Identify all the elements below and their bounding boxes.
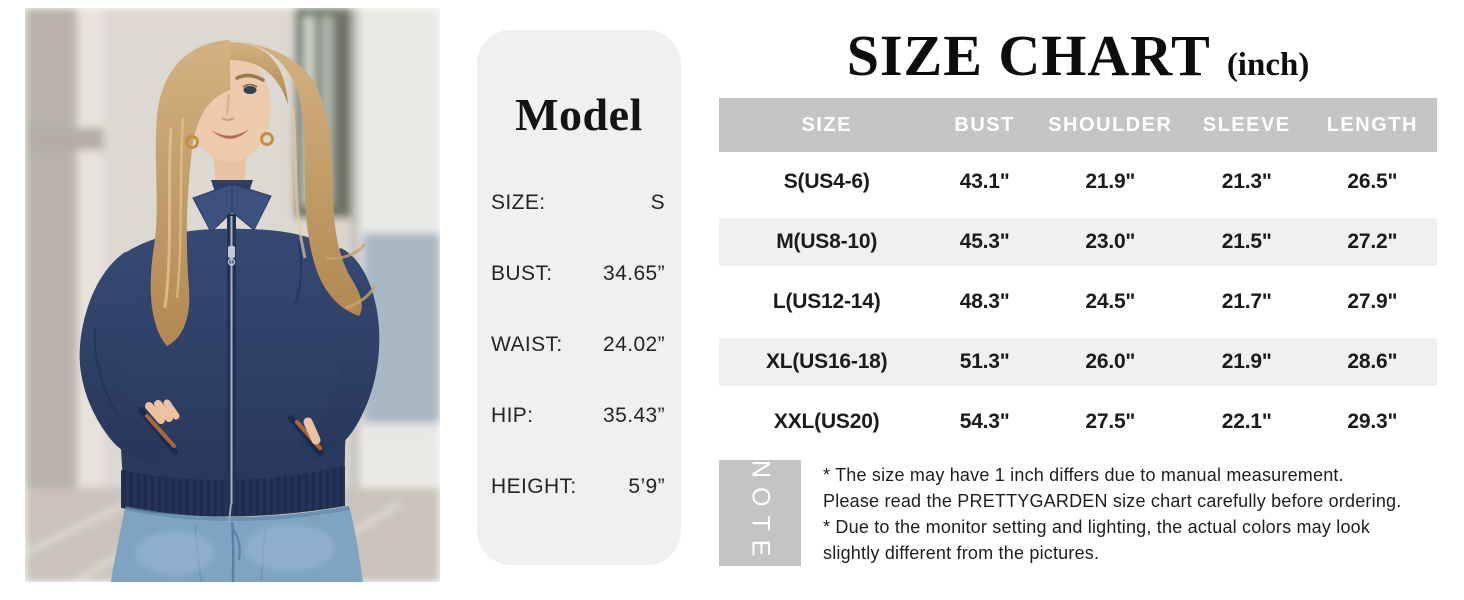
model-size-label: SIZE:	[491, 191, 546, 214]
model-waist-row: WAIST: 24.02”	[491, 333, 665, 357]
cell-shoulder: 23.0"	[1085, 230, 1136, 253]
size-chart-section: SIZE CHART (inch) SIZE BUST SHOULDER SLE…	[719, 0, 1437, 600]
left-earring	[185, 135, 199, 149]
pockets-and-hands	[138, 399, 324, 457]
cell-size: XXL(US20)	[773, 410, 880, 433]
model-height-row: HEIGHT: 5’9”	[491, 475, 665, 499]
model-panel-rows: SIZE: S BUST: 34.65” WAIST: 24.02” HIP: …	[477, 191, 681, 499]
model-height-label: HEIGHT:	[491, 475, 577, 498]
table-row-xl: XL(US16-18) 51.3" 26.0" 21.9" 28.6"	[719, 332, 1437, 392]
cell-bust: 43.1"	[959, 170, 1010, 193]
cell-length: 26.5"	[1347, 170, 1398, 193]
cell-sleeve: 22.1"	[1221, 410, 1272, 433]
zipper	[227, 214, 236, 523]
size-chart-table: SIZE BUST SHOULDER SLEEVE LENGTH S(US4-6…	[719, 98, 1437, 452]
cell-length: 29.3"	[1347, 410, 1398, 433]
cell-length: 27.9"	[1347, 290, 1398, 313]
size-chart-title-text: SIZE CHART	[846, 23, 1211, 88]
hair	[150, 40, 377, 346]
model-bust-row: BUST: 34.65”	[491, 262, 665, 286]
model-waist-label: WAIST:	[491, 333, 563, 356]
model-figure	[79, 40, 380, 582]
col-header-size: SIZE	[801, 113, 852, 136]
cell-size: L(US12-14)	[772, 290, 881, 313]
col-header-shoulder: SHOULDER	[1048, 113, 1173, 136]
cell-shoulder: 24.5"	[1085, 290, 1136, 313]
model-waist-value: 24.02”	[603, 333, 665, 356]
table-row-l: L(US12-14) 48.3" 24.5" 21.7" 27.9"	[719, 272, 1437, 332]
note-badge: NOTE	[719, 460, 801, 566]
jacket-collar	[192, 180, 272, 233]
col-header-sleeve: SLEEVE	[1202, 113, 1291, 136]
cell-shoulder: 26.0"	[1085, 350, 1136, 373]
note-text: * The size may have 1 inch differs due t…	[823, 460, 1401, 566]
table-row-s: S(US4-6) 43.1" 21.9" 21.3" 26.5"	[719, 152, 1437, 212]
note-line: slightly different from the pictures.	[823, 543, 1100, 563]
left-sleeve	[79, 252, 173, 463]
note-line: * Due to the monitor setting and lightin…	[823, 517, 1371, 537]
note-section: NOTE * The size may have 1 inch differs …	[719, 460, 1437, 566]
table-row-m: M(US8-10) 45.3" 23.0" 21.5" 27.2"	[719, 212, 1437, 272]
size-chart-unit: (inch)	[1226, 47, 1310, 83]
cell-shoulder: 27.5"	[1085, 410, 1136, 433]
cell-size: M(US8-10)	[776, 230, 878, 253]
model-hip-label: HIP:	[491, 404, 534, 427]
col-header-bust: BUST	[954, 113, 1015, 136]
cell-sleeve: 21.7"	[1221, 290, 1272, 313]
size-chart-title: SIZE CHART (inch)	[719, 20, 1437, 92]
note-badge-label: NOTE	[746, 460, 775, 566]
model-measurements-panel: Model SIZE: S BUST: 34.65” WAIST: 24.02”…	[477, 30, 681, 565]
cell-shoulder: 21.9"	[1085, 170, 1136, 193]
cell-length: 28.6"	[1347, 350, 1398, 373]
model-height-value: 5’9”	[628, 475, 665, 498]
cell-bust: 45.3"	[959, 230, 1010, 253]
model-photo-illustration	[25, 8, 440, 582]
right-earring	[260, 132, 274, 146]
jeans	[111, 506, 363, 582]
col-header-length: LENGTH	[1326, 113, 1418, 136]
table-header-row: SIZE BUST SHOULDER SLEEVE LENGTH	[719, 98, 1437, 152]
model-bust-value: 34.65”	[603, 262, 665, 285]
cell-bust: 48.3"	[959, 290, 1010, 313]
model-photo	[25, 8, 440, 582]
cell-bust: 51.3"	[959, 350, 1010, 373]
table-row-xxl: XXL(US20) 54.3" 27.5" 22.1" 29.3"	[719, 392, 1437, 452]
cell-size: XL(US16-18)	[765, 350, 888, 373]
cell-size: S(US4-6)	[783, 170, 870, 193]
model-panel-title: Model	[515, 89, 643, 140]
model-hip-row: HIP: 35.43”	[491, 404, 665, 428]
cell-sleeve: 21.3"	[1221, 170, 1272, 193]
model-size-row: SIZE: S	[491, 191, 665, 215]
cell-sleeve: 21.9"	[1221, 350, 1272, 373]
cell-length: 27.2"	[1347, 230, 1398, 253]
model-size-value: S	[650, 191, 665, 214]
note-line: * The size may have 1 inch differs due t…	[823, 465, 1344, 485]
cell-bust: 54.3"	[959, 410, 1010, 433]
note-line: Please read the PRETTYGARDEN size chart …	[823, 491, 1402, 511]
model-hip-value: 35.43”	[603, 404, 665, 427]
cell-sleeve: 21.5"	[1221, 230, 1272, 253]
model-bust-label: BUST:	[491, 262, 553, 285]
